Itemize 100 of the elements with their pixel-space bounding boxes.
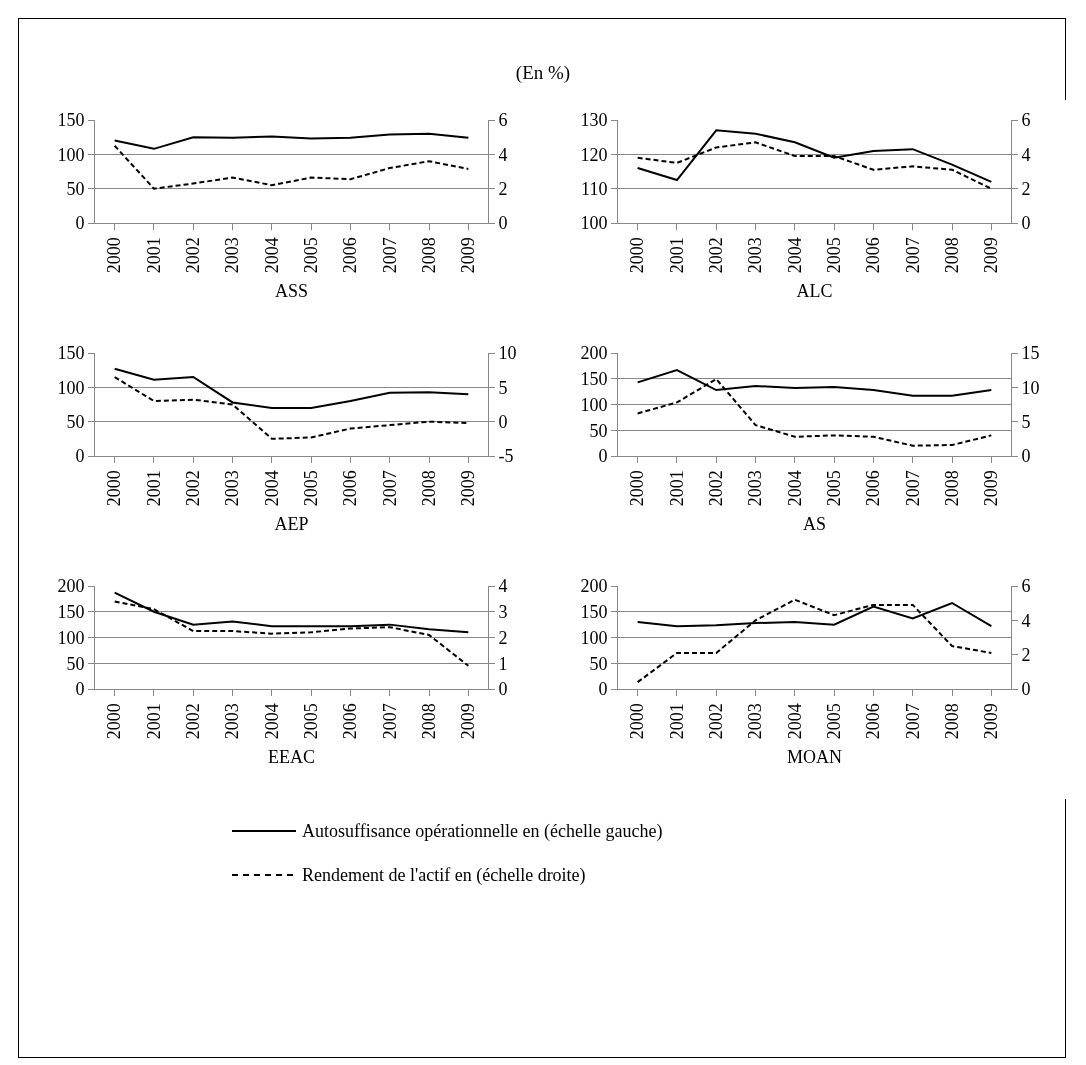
y-tick-label: 100 [57,627,85,648]
x-tick-label: 2009 [458,703,479,740]
x-tick-label: 2000 [627,470,648,507]
y-tick-label: 100 [57,377,85,398]
x-tick-label: 2008 [418,703,439,740]
y2-tick-label: 6 [1021,576,1031,597]
y-tick-label: 50 [66,178,85,199]
x-tick-label: 2009 [458,470,479,507]
x-tick-label: 2005 [301,237,321,274]
x-tick-label: 2009 [458,237,479,274]
y2-tick-label: 5 [498,377,508,398]
x-tick-label: 2003 [222,470,243,507]
x-tick-label: 2000 [627,703,648,740]
x-tick-label: 2006 [340,470,361,507]
text: (En %) [514,62,572,84]
x-axis-title: MOAN [786,747,843,768]
y-tick-label: 100 [580,394,608,415]
y2-tick-label: 0 [1021,446,1031,467]
y-tick-label: 150 [580,369,608,390]
y-tick-label: 200 [580,576,608,597]
y-tick-label: 120 [580,144,608,165]
y2-tick-label: -5 [498,446,514,467]
y-tick-label: 0 [75,446,85,467]
y-tick-label: 50 [66,411,85,432]
line-series [113,132,470,150]
y2-tick-label: 0 [1021,213,1031,234]
y-tick-label: 150 [57,602,85,623]
y-tick-label: 200 [57,576,85,597]
y2-tick-label: 5 [1021,411,1031,432]
x-tick-label: 2002 [706,470,727,507]
x-tick-label: 2002 [183,470,204,507]
x-tick-label: 2009 [981,703,1002,740]
y2-tick-label: 10 [1021,377,1040,398]
x-tick-label: 2008 [941,237,962,274]
x-tick-label: 2003 [222,237,243,274]
x-tick-label: 2005 [824,237,844,274]
x-tick-label: 2000 [104,237,125,274]
y2-tick-label: 4 [1021,610,1031,631]
y2-tick-label: 2 [498,627,508,648]
x-tick-label: 2006 [863,470,884,507]
x-tick-label: 2004 [261,470,282,507]
x-tick-label: 2007 [902,703,923,740]
y-tick-label: 150 [57,110,85,131]
x-tick-label: 2007 [379,703,400,740]
y2-tick-label: 15 [1021,343,1040,364]
y2-tick-label: 4 [498,576,508,597]
y-tick-label: 50 [589,420,608,441]
y-tick-label: 110 [581,178,608,199]
x-tick-label: 2004 [784,703,805,740]
x-axis-title: AS [802,514,827,535]
legend-label: Autosuffisance opérationnelle en (échelle gauche) [302,820,663,842]
x-tick-label: 2004 [261,703,282,740]
x-tick-label: 2003 [745,470,766,507]
x-tick-label: 2002 [706,703,727,740]
y2-tick-label: 4 [1021,144,1031,165]
y-tick-label: 50 [589,653,608,674]
y2-tick-label: 0 [498,411,508,432]
x-axis-title: ALC [796,281,833,302]
y-tick-label: 130 [580,110,608,131]
x-tick-label: 2006 [863,703,884,740]
x-tick-label: 2006 [863,237,884,274]
x-tick-label: 2001 [666,470,687,507]
x-tick-label: 2001 [666,703,687,740]
x-tick-label: 2001 [143,237,164,274]
line-series [113,144,470,190]
x-tick-label: 2007 [902,237,923,274]
y2-tick-label: 6 [1021,110,1031,131]
x-tick-label: 2000 [104,470,125,507]
x-tick-label: 2003 [745,703,766,740]
y-tick-label: 100 [57,144,85,165]
x-tick-label: 2001 [666,237,687,274]
x-tick-label: 2000 [104,703,125,740]
y2-tick-label: 2 [1021,644,1031,665]
x-tick-label: 2004 [784,470,805,507]
x-tick-label: 2005 [301,470,321,507]
x-tick-label: 2004 [261,237,282,274]
x-axis-title: AEP [274,514,309,535]
y2-tick-label: 1 [498,653,508,674]
y2-tick-label: 10 [498,343,517,364]
x-tick-label: 2006 [340,703,361,740]
y-tick-label: 0 [598,446,608,467]
x-tick-label: 2002 [183,237,204,274]
x-tick-label: 2004 [784,237,805,274]
y-tick-label: 150 [57,343,85,364]
x-tick-label: 2005 [824,703,844,740]
x-tick-label: 2007 [379,470,400,507]
x-tick-label: 2008 [418,470,439,507]
y2-tick-label: 0 [498,213,508,234]
y2-tick-label: 3 [498,602,508,623]
y2-tick-label: 6 [498,110,508,131]
y2-tick-label: 2 [498,178,508,199]
x-axis-title: ASS [274,281,309,302]
x-tick-label: 2000 [627,237,648,274]
x-tick-label: 2003 [222,703,243,740]
line-series [636,598,993,684]
x-tick-label: 2001 [143,470,164,507]
x-tick-label: 2001 [143,703,164,740]
x-tick-label: 2009 [981,470,1002,507]
x-tick-label: 2005 [301,703,321,740]
x-tick-label: 2008 [941,703,962,740]
